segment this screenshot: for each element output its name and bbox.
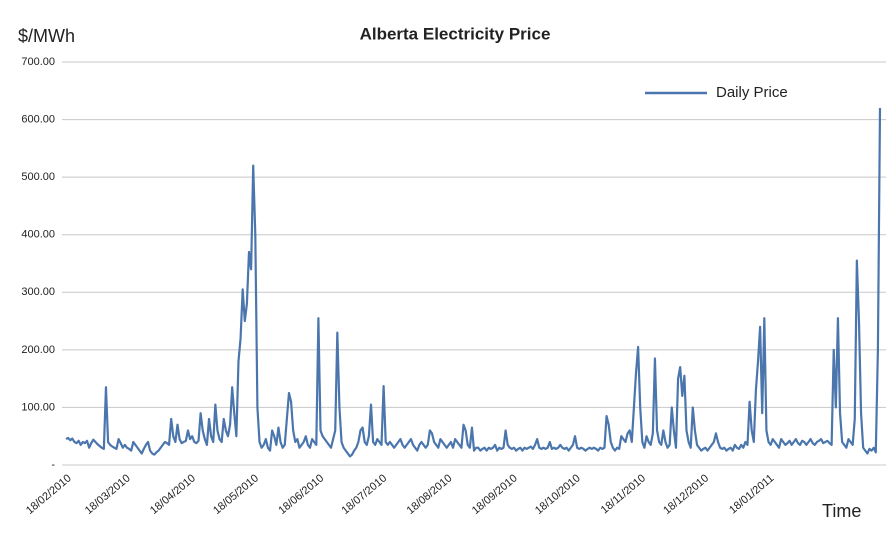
chart-title: Alberta Electricity Price	[360, 24, 551, 43]
x-tick-label: 18/01/2011	[727, 472, 776, 516]
x-tick-label: 18/04/2010	[148, 472, 198, 517]
x-tick-label: 18/12/2010	[661, 472, 711, 517]
x-tick-label: 18/06/2010	[276, 472, 326, 517]
y-tick-label: 200.00	[21, 344, 55, 356]
x-tick-label: 18/02/2010	[24, 472, 74, 517]
x-tick-label: 18/07/2010	[339, 472, 389, 517]
y-axis-label: $/MWh	[18, 26, 75, 46]
x-tick-label: 18/08/2010	[405, 472, 455, 517]
price-line	[65, 108, 882, 458]
x-tick-label: 18/10/2010	[533, 472, 583, 517]
y-tick-label: 700.00	[21, 56, 55, 68]
x-axis-label: Time	[822, 501, 861, 521]
y-tick-label: 400.00	[21, 229, 55, 241]
y-tick-label: -	[51, 459, 55, 471]
x-tick-label: 18/09/2010	[470, 472, 520, 517]
y-tick-label: 600.00	[21, 113, 55, 125]
y-tick-label: 500.00	[21, 171, 55, 183]
y-tick-label: 300.00	[21, 286, 55, 298]
x-tick-label: 18/11/2010	[599, 472, 648, 516]
y-tick-label: 100.00	[21, 401, 55, 413]
legend-label: Daily Price	[716, 84, 788, 101]
x-tick-label: 18/03/2010	[83, 472, 133, 517]
x-tick-label: 18/05/2010	[211, 472, 261, 517]
